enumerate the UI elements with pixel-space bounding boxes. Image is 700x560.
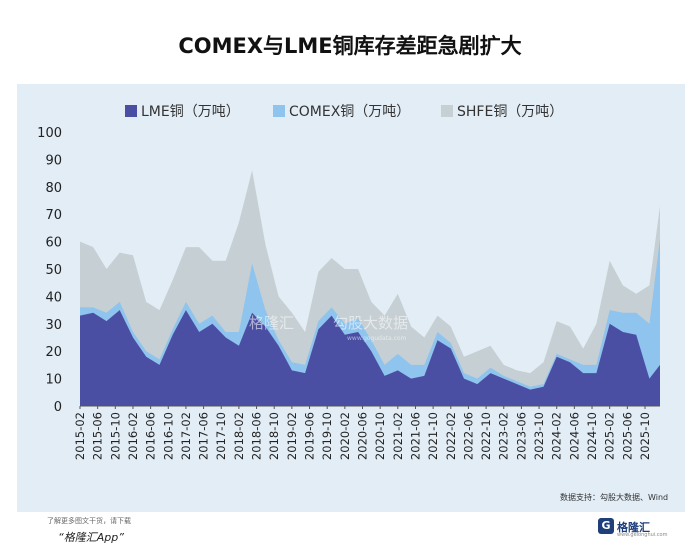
- x-tick-label: 2016-02: [126, 412, 140, 460]
- x-tick-label: 2023-02: [497, 412, 511, 460]
- watermark-url: www.gogudata.com: [347, 335, 407, 342]
- chart-svg: LME铜（万吨） COMEX铜（万吨） SHFE铜（万吨） 格隆汇 勾股大数据 www.g…: [37, 104, 660, 460]
- x-tick-label: 2019-02: [285, 412, 299, 460]
- x-tick-label: 2024-02: [550, 412, 564, 460]
- x-tick-label: 2016-06: [144, 412, 158, 460]
- legend-swatch-1: [125, 105, 137, 117]
- chart-panel: LME铜（万吨） COMEX铜（万吨） SHFE铜（万吨） 格隆汇 勾股大数据 www.g…: [17, 84, 685, 512]
- watermark-brand-2: 勾股大数据: [333, 314, 408, 332]
- y-tick-label: 50: [45, 263, 62, 278]
- x-tick-label: 2022-02: [444, 412, 458, 460]
- x-tick-label: 2021-06: [409, 412, 423, 460]
- watermark-brand: 格隆汇: [249, 314, 294, 332]
- x-tick-label: 2022-06: [461, 412, 475, 460]
- y-tick-label: 90: [45, 153, 62, 168]
- legend-swatch-3: [441, 105, 453, 117]
- y-tick-label: 20: [45, 345, 62, 360]
- x-tick-label: 2025-10: [638, 412, 652, 460]
- x-tick-label: 2025-06: [620, 412, 634, 460]
- legend-label-3: SHFE铜（万吨）: [457, 104, 563, 120]
- footer-app-name: “格隆汇App”: [58, 531, 124, 544]
- footer: [0, 512, 700, 560]
- y-tick-label: 100: [37, 126, 62, 141]
- x-tick-label: 2018-02: [232, 412, 246, 460]
- x-tick-label: 2024-10: [585, 412, 599, 460]
- x-tick-label: 2025-02: [603, 412, 617, 460]
- x-tick-label: 2015-10: [108, 412, 122, 460]
- y-tick-label: 0: [54, 400, 62, 415]
- x-tick-label: 2020-06: [356, 412, 370, 460]
- x-tick-label: 2015-06: [91, 412, 105, 460]
- y-tick-label: 70: [45, 208, 62, 223]
- y-tick-label: 10: [45, 373, 62, 388]
- logo-name: 格隆汇: [617, 521, 650, 534]
- x-tick-label: 2023-10: [532, 412, 546, 460]
- x-tick-label: 2021-02: [391, 412, 405, 460]
- y-tick-label: 40: [45, 290, 62, 305]
- area-series-1: [80, 310, 660, 406]
- y-tick-label: 60: [45, 236, 62, 251]
- x-tick-label: 2023-06: [514, 412, 528, 460]
- footer-note: 了解更多图文干货，请下载: [47, 517, 131, 525]
- x-tick-label: 2018-10: [267, 412, 281, 460]
- x-tick-label: 2017-02: [179, 412, 193, 460]
- legend-label-1: LME铜（万吨）: [141, 104, 240, 120]
- x-tick-label: 2017-06: [197, 412, 211, 460]
- logo-url: www.gelonghui.com: [617, 532, 668, 538]
- gelonghui-logo-icon: G: [598, 518, 614, 534]
- y-tick-label: 80: [45, 181, 62, 196]
- x-tick-label: 2024-06: [567, 412, 581, 460]
- chart-title: COMEX与LME铜库存差距急剧扩大: [178, 34, 522, 58]
- x-tick-label: 2022-10: [479, 412, 493, 460]
- x-tick-label: 2018-06: [250, 412, 264, 460]
- x-tick-label: 2017-10: [214, 412, 228, 460]
- legend-swatch-2: [273, 105, 285, 117]
- data-source: 数据支持：勾股大数据、Wind: [560, 493, 669, 502]
- x-tick-label: 2021-10: [426, 412, 440, 460]
- x-tick-label: 2015-02: [73, 412, 87, 460]
- x-tick-label: 2019-10: [320, 412, 334, 460]
- legend-label-2: COMEX铜（万吨）: [289, 104, 410, 120]
- x-tick-label: 2020-10: [373, 412, 387, 460]
- x-tick-label: 2020-02: [338, 412, 352, 460]
- y-tick-label: 30: [45, 318, 62, 333]
- x-tick-label: 2016-10: [161, 412, 175, 460]
- x-tick-label: 2019-06: [303, 412, 317, 460]
